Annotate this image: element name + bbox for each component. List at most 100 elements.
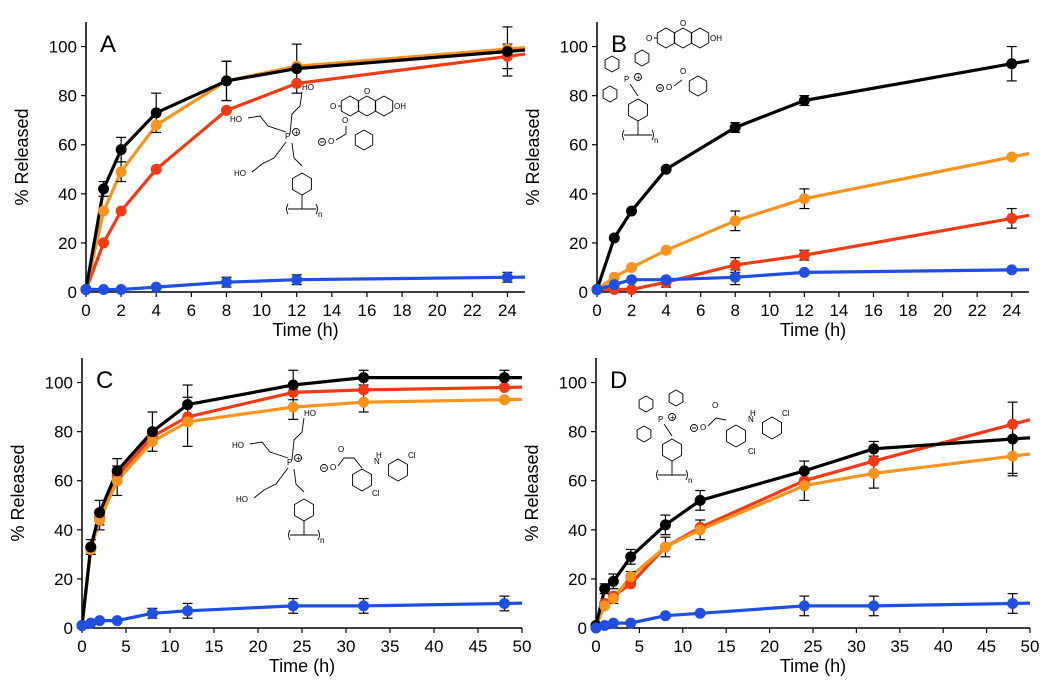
data-point — [291, 63, 303, 75]
data-point — [98, 183, 110, 195]
bracket — [622, 129, 625, 141]
data-point — [626, 274, 638, 286]
y-tick-label: 0 — [578, 619, 587, 638]
bond — [335, 126, 347, 141]
y-tick-label: 40 — [54, 521, 73, 540]
data-point — [115, 205, 127, 217]
data-point — [146, 426, 158, 438]
atom-label: H — [750, 409, 756, 418]
panel-label: B — [611, 31, 627, 58]
x-tick-label: 0 — [77, 637, 86, 656]
bond — [688, 75, 708, 97]
panel-label: A — [100, 31, 116, 58]
x-tick-label: 50 — [513, 637, 532, 656]
x-tick-label: 12 — [287, 301, 306, 320]
data-point — [146, 607, 158, 619]
chart-panel-c: 0 20 40 60 80 100 0 5 10 15 20 25 30 35 40 45 50 Time (h)… — [8, 358, 531, 676]
data-point — [182, 416, 194, 428]
bond — [663, 423, 673, 437]
data-point — [80, 284, 92, 296]
atom-label: O — [680, 19, 686, 28]
data-point — [659, 610, 671, 622]
y-tick-label: 0 — [64, 619, 73, 638]
x-axis-title: Time (h) — [269, 656, 335, 676]
atom-label: P — [285, 132, 290, 141]
data-point — [291, 77, 303, 89]
y-axis-title: % Released — [522, 444, 542, 541]
data-point — [1006, 58, 1018, 70]
x-tick-label: 35 — [890, 637, 909, 656]
data-point — [798, 600, 810, 612]
data-point — [660, 274, 672, 286]
data-point — [694, 607, 706, 619]
x-tick-label: 16 — [357, 301, 376, 320]
series-line-2 — [86, 48, 526, 290]
data-point — [798, 249, 810, 261]
bond — [291, 142, 303, 167]
x-tick-label: 6 — [696, 301, 705, 320]
data-point — [1007, 433, 1019, 445]
data-point — [1006, 212, 1018, 224]
y-tick-label: 80 — [58, 87, 77, 106]
data-point — [98, 284, 110, 296]
bond — [294, 498, 314, 522]
atom-label: O — [328, 137, 334, 146]
bond — [291, 417, 305, 461]
x-tick-label: 2 — [116, 301, 125, 320]
bracket — [656, 469, 659, 481]
bracket — [685, 469, 688, 481]
data-point — [287, 379, 299, 391]
bond — [374, 95, 394, 117]
data-point — [85, 617, 97, 629]
y-tick-label: 0 — [579, 283, 588, 302]
atom-label: O — [712, 401, 718, 410]
charge — [320, 464, 328, 472]
series-line-0 — [86, 52, 526, 291]
atom-label: O — [342, 116, 348, 125]
chemical-structure: P + HO HO HO n OO NH Cl Cl — [232, 409, 416, 545]
data-point — [150, 107, 162, 119]
data-point — [599, 600, 611, 612]
charge — [656, 84, 664, 92]
data-point — [111, 465, 123, 477]
data-point — [599, 620, 611, 632]
x-tick-label: 22 — [968, 301, 987, 320]
x-tick-label: 10 — [673, 637, 692, 656]
data-point — [498, 372, 510, 384]
bond — [292, 172, 312, 196]
atom-label: + — [670, 413, 675, 422]
x-tick-label: 6 — [187, 301, 196, 320]
bond — [690, 27, 710, 49]
bond — [628, 98, 648, 122]
x-axis-title: Time (h) — [272, 320, 338, 340]
bond — [726, 424, 746, 448]
data-point — [868, 467, 880, 479]
x-tick-label: 40 — [934, 637, 953, 656]
y-tick-label: 60 — [58, 136, 77, 155]
x-tick-label: 20 — [933, 301, 952, 320]
data-point — [694, 494, 706, 506]
y-tick-label: 40 — [568, 521, 587, 540]
data-point — [660, 163, 672, 175]
series-line-2 — [596, 436, 1031, 626]
x-tick-label: 10 — [252, 301, 271, 320]
bracket — [286, 203, 289, 215]
data-point — [1007, 597, 1019, 609]
data-point — [729, 271, 741, 283]
atom-label: O — [700, 423, 706, 432]
y-tick-label: 60 — [568, 472, 587, 491]
bond — [249, 441, 289, 459]
series-line-0 — [82, 385, 523, 626]
data-point — [287, 600, 299, 612]
atom-label: H — [376, 451, 382, 460]
bond — [673, 27, 693, 49]
chart-panel-d: 0 20 40 60 80 100 0 5 10 15 20 25 30 35 40 45 50 Time (h)… — [522, 358, 1039, 676]
y-tick-label: 20 — [58, 234, 77, 253]
atom-label: + — [294, 128, 299, 137]
atom-label: P — [624, 75, 629, 84]
charge — [318, 138, 326, 146]
data-point — [146, 435, 158, 447]
x-axis-title: Time (h) — [780, 320, 846, 340]
data-point — [729, 259, 741, 271]
